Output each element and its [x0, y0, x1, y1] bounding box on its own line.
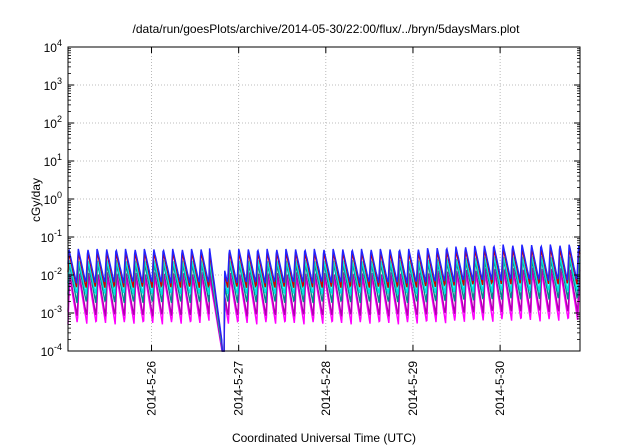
x-tick-label: 2014-5-29 — [406, 361, 420, 416]
y-tick-label: 102 — [44, 114, 62, 131]
x-axis: 2014-5-26 2014-5-27 2014-5-28 2014-5-29 2014… — [145, 47, 507, 416]
series-group — [67, 244, 581, 352]
y-tick-label: 104 — [44, 38, 62, 55]
y-tick-label: 10-1 — [41, 228, 62, 245]
y-tick-label: 101 — [44, 152, 62, 169]
x-tick-label: 2014-5-26 — [145, 361, 159, 416]
y-tick-label: 100 — [44, 190, 62, 207]
y-axis-label: cGy/day — [29, 178, 43, 222]
y-axis: 10-4 10-3 10-2 10-1 100 101 102 103 104 — [41, 38, 580, 359]
y-tick-label: 10-3 — [41, 304, 62, 321]
y-tick-label: 103 — [44, 76, 62, 93]
y-tick-label: 10-2 — [41, 266, 62, 283]
x-tick-label: 2014-5-27 — [232, 361, 246, 416]
y-tick-label: 10-4 — [41, 342, 62, 359]
chart-title: /data/run/goesPlots/archive/2014-05-30/2… — [133, 22, 521, 36]
x-tick-label: 2014-5-28 — [319, 361, 333, 416]
series-line — [67, 244, 581, 352]
x-tick-label: 2014-5-30 — [493, 361, 507, 416]
x-axis-label: Coordinated Universal Time (UTC) — [232, 431, 416, 445]
